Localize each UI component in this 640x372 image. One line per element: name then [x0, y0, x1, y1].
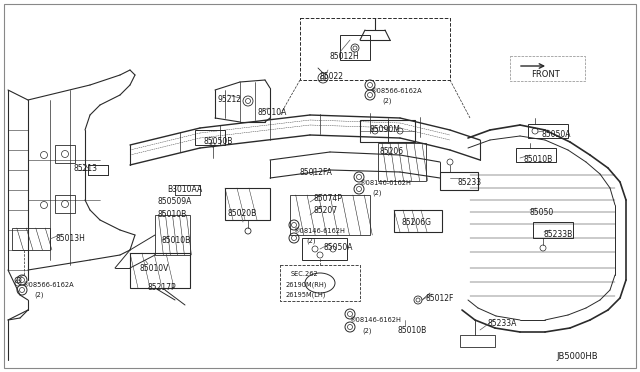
Bar: [225, 188, 270, 220]
Bar: [378, 143, 426, 181]
Text: ®08566-6162A: ®08566-6162A: [22, 282, 74, 288]
Bar: [55, 145, 75, 163]
Text: (2): (2): [382, 98, 392, 105]
Text: (2): (2): [362, 327, 371, 334]
Bar: [528, 124, 568, 138]
Text: 85074P: 85074P: [314, 194, 343, 203]
Bar: [280, 265, 360, 301]
Bar: [394, 210, 442, 232]
Text: 85217P: 85217P: [148, 283, 177, 292]
Text: 85050: 85050: [530, 208, 554, 217]
Text: 85050A: 85050A: [323, 243, 353, 252]
Text: ®08146-6162H: ®08146-6162H: [359, 180, 411, 186]
Text: 85233A: 85233A: [487, 319, 516, 328]
Bar: [300, 18, 450, 80]
Text: ®08566-6162A: ®08566-6162A: [370, 88, 422, 94]
Text: 850509A: 850509A: [157, 197, 191, 206]
Bar: [516, 148, 556, 162]
Text: 85013H: 85013H: [55, 234, 85, 243]
Text: 85207: 85207: [314, 206, 338, 215]
Bar: [360, 120, 415, 142]
Bar: [290, 195, 370, 235]
Text: ®08146-6162H: ®08146-6162H: [349, 317, 401, 323]
Text: ®08146-6162H: ®08146-6162H: [293, 228, 345, 234]
Text: (2): (2): [34, 292, 44, 298]
Bar: [55, 195, 75, 213]
Text: 85233B: 85233B: [543, 230, 572, 239]
Bar: [130, 253, 190, 288]
Text: SEC.262: SEC.262: [291, 271, 319, 277]
Text: 85050B: 85050B: [203, 137, 232, 146]
Text: 85213: 85213: [73, 164, 97, 173]
Bar: [340, 35, 370, 60]
Bar: [533, 222, 573, 238]
Text: 85010B: 85010B: [161, 236, 190, 245]
Text: 95212: 95212: [218, 95, 242, 104]
Bar: [155, 215, 190, 255]
Text: 85020B: 85020B: [228, 209, 257, 218]
Text: (2): (2): [372, 190, 381, 196]
Text: 85010A: 85010A: [257, 108, 286, 117]
Text: 26195M(LH): 26195M(LH): [286, 291, 326, 298]
Text: 85010B: 85010B: [398, 326, 428, 335]
Text: 85012F: 85012F: [425, 294, 453, 303]
Text: 85022: 85022: [320, 72, 344, 81]
Bar: [510, 56, 585, 81]
Text: B3010AA: B3010AA: [167, 185, 202, 194]
Text: 85050A: 85050A: [542, 130, 572, 139]
Text: 26190M(RH): 26190M(RH): [286, 281, 328, 288]
Bar: [440, 172, 478, 190]
Text: 85012FA: 85012FA: [300, 168, 333, 177]
Bar: [460, 335, 495, 347]
Text: (2): (2): [306, 238, 316, 244]
Text: 85010B: 85010B: [157, 210, 186, 219]
Bar: [302, 238, 347, 260]
Text: FRONT: FRONT: [531, 70, 560, 79]
Text: JB5000HB: JB5000HB: [556, 352, 598, 361]
Bar: [195, 130, 225, 145]
Text: 85010B: 85010B: [524, 155, 553, 164]
Text: 85233: 85233: [457, 178, 481, 187]
Bar: [12, 228, 50, 250]
Text: 85010V: 85010V: [140, 264, 170, 273]
Text: 85090M: 85090M: [370, 125, 401, 134]
Text: 85012H: 85012H: [330, 52, 360, 61]
Text: 85206G: 85206G: [401, 218, 431, 227]
Text: 85206: 85206: [380, 147, 404, 156]
